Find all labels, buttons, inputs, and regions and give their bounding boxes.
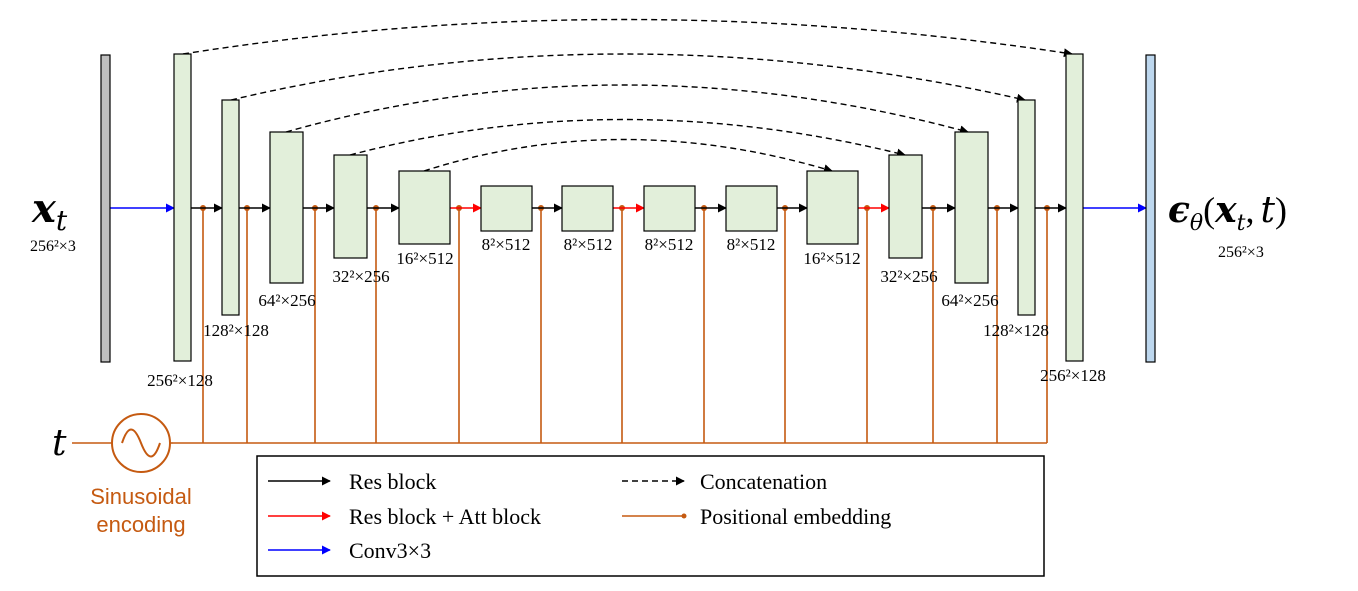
block-shape-label: 8²×512 [645, 235, 694, 254]
block-shape-label: 256²×128 [147, 371, 213, 390]
unet-block-enc5 [398, 170, 451, 245]
legend-embedding-dot [681, 513, 687, 519]
unet-block-dec3 [954, 131, 989, 284]
legend-embedding-label: Positional embedding [700, 504, 891, 529]
unet-block-mid2 [561, 185, 614, 232]
skip-connection-arc [182, 18, 1073, 58]
legend: Res block Res block + Att block Conv3×3 … [256, 455, 1045, 577]
time-symbol: t [52, 423, 67, 464]
unet-block-enc2 [221, 99, 240, 316]
block-shape-label: 8²×512 [727, 235, 776, 254]
block-labels: 256²×128128²×12864²×25632²×25616²×5128²×… [147, 235, 1106, 390]
output-shape-label: 256²×3 [1218, 244, 1264, 261]
output-symbol: ϵθ(xt, t) [1168, 189, 1287, 236]
unet-block-dec4 [888, 154, 923, 259]
input-block [100, 54, 111, 363]
unet-block-enc3 [269, 131, 304, 284]
unet-block-mid1 [480, 185, 533, 232]
legend-att-label: Res block + Att block [349, 504, 541, 529]
unet-block-dec1 [1065, 53, 1084, 362]
input-symbol: xt [31, 185, 68, 237]
block-shape-label: 256²×128 [1040, 366, 1106, 385]
block-shape-label: 32²×256 [332, 267, 389, 286]
block-shape-label: 64²×256 [258, 291, 315, 310]
sine-wave-icon [121, 428, 161, 458]
block-shape-label: 128²×128 [983, 321, 1049, 340]
encoder-label-line1: Sinusoidal [90, 484, 192, 509]
legend-conv-label: Conv3×3 [349, 538, 431, 563]
embedding-taps [200, 205, 1050, 443]
skip-connection-arc [349, 118, 906, 158]
block-shape-label: 8²×512 [564, 235, 613, 254]
unet-block-mid3 [643, 185, 696, 232]
legend-concat-label: Concatenation [700, 469, 827, 494]
unet-block-mid4 [725, 185, 778, 232]
block-shape-label: 32²×256 [880, 267, 937, 286]
skip-connection-arc [423, 138, 833, 174]
encoder-label-line2: encoding [96, 512, 185, 537]
skip-connection-arc [230, 53, 1026, 103]
input-shape-label: 256²×3 [30, 238, 76, 255]
unet-block-dec2 [1017, 99, 1036, 316]
block-shape-label: 16²×512 [803, 249, 860, 268]
output-block [1145, 54, 1156, 363]
legend-res-label: Res block [349, 469, 436, 494]
unet-blocks [173, 53, 1084, 362]
block-shape-label: 8²×512 [482, 235, 531, 254]
block-shape-label: 16²×512 [396, 249, 453, 268]
unet-block-dec5 [806, 170, 859, 245]
unet-block-enc1 [173, 53, 192, 362]
unet-block-enc4 [333, 154, 368, 259]
block-shape-label: 64²×256 [941, 291, 998, 310]
block-shape-label: 128²×128 [203, 321, 269, 340]
skip-connections [182, 18, 1073, 174]
skip-connection-arc [285, 84, 969, 135]
